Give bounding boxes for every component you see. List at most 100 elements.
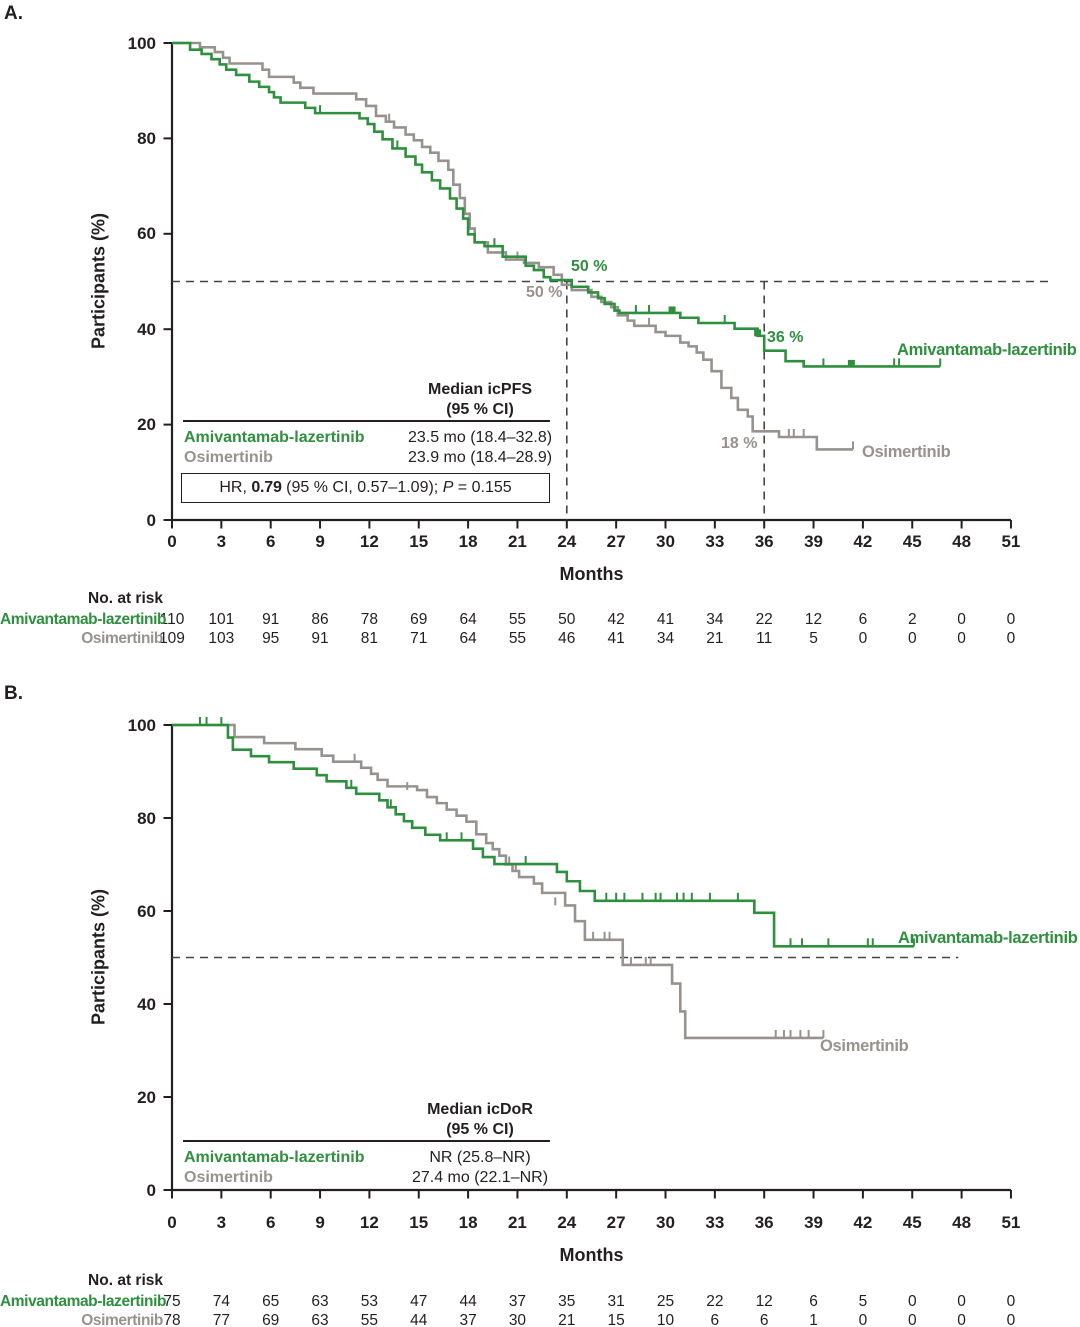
panel-a-x-tick-label: 12 — [359, 532, 379, 551]
panel-b-y-tick-label: 0 — [146, 1180, 156, 1200]
panel-b-risk-count: 78 — [163, 1312, 181, 1327]
panel-b-risk-count: 0 — [1006, 1293, 1016, 1310]
panel-a-green-median-annotation: 50 % — [571, 258, 608, 275]
panel-a-green-censor-square — [847, 359, 855, 367]
panel-a-median-table-rule — [183, 420, 550, 422]
panel-b-x-tick-label: 27 — [606, 1213, 626, 1232]
panel-a-risk-count: 34 — [656, 630, 675, 647]
panel-a-x-tick-label: 48 — [952, 532, 972, 551]
panel-b-x-tick-label: 15 — [409, 1213, 429, 1232]
panel-a-x-tick-label: 42 — [853, 532, 873, 551]
hr-suffix: = 0.155 — [453, 479, 512, 496]
panel-b-y-tick-label: 100 — [127, 715, 156, 735]
panel-a-green-km-curve — [172, 41, 941, 368]
panel-b-median-table-header-2: (95 % CI) — [446, 1121, 514, 1138]
panel-b-risk-count: 53 — [360, 1293, 379, 1310]
panel-b-risk-count: 63 — [311, 1312, 329, 1327]
hr-middle: (95 % CI, 0.57–1.09); — [281, 479, 443, 496]
panel-a-green-landmark-annotation: 36 % — [767, 329, 804, 346]
panel-a-y-tick-label: 80 — [137, 128, 156, 148]
panel-a-x-tick-label: 18 — [458, 532, 478, 551]
panel-a-median-table-header-1: Median icPFS — [427, 381, 533, 398]
panel-a-median-table-row-gray-value: 23.9 mo (18.4–28.9) — [407, 449, 553, 466]
panel-b-risk-count: 6 — [809, 1293, 818, 1310]
panel-b-green-km-curve — [172, 723, 914, 948]
panel-b-gray-curve-label: Osimertinib — [820, 1037, 909, 1055]
panel-b-x-tick-label: 24 — [557, 1213, 577, 1232]
panel-b-x-tick-label: 36 — [754, 1213, 774, 1232]
panel-b-risk-count: 75 — [163, 1293, 181, 1310]
panel-b-risk-count: 0 — [957, 1293, 966, 1310]
panel-a-risk-count: 5 — [809, 630, 818, 647]
panel-a-risk-count: 103 — [208, 630, 235, 647]
panel-b-label: B. — [4, 683, 23, 704]
panel-a-risk-table-title: No. at risk — [88, 590, 163, 607]
panel-b-x-tick-label: 45 — [902, 1213, 922, 1232]
panel-b-risk-count: 31 — [607, 1293, 625, 1310]
panel-a-y-tick-label: 60 — [137, 224, 156, 244]
panel-b-risk-row-gray-label: Osimertinib — [81, 1312, 163, 1327]
panel-b-risk-count: 47 — [410, 1293, 428, 1310]
panel-a-risk-count: 34 — [706, 611, 724, 628]
panel-a-risk-count: 6 — [858, 611, 868, 628]
panel-a-median-table-row-gray-label: Osimertinib — [184, 449, 273, 466]
panel-a-risk-count: 41 — [607, 630, 625, 647]
panel-a-risk-count: 0 — [1006, 611, 1016, 628]
panel-b-risk-count: 0 — [907, 1293, 917, 1310]
panel-a-y-axis-title: Participants (%) — [88, 212, 109, 350]
panel-b-median-table-row-gray-label: Osimertinib — [184, 1169, 273, 1186]
panel-a-risk-count: 69 — [410, 611, 428, 628]
panel-b-median-table-row-green-label: Amivantamab-lazertinib — [184, 1149, 365, 1166]
panel-a-gray-curve-label: Osimertinib — [862, 443, 951, 461]
panel-a-median-table-row-green-value: 23.5 mo (18.4–32.8) — [407, 429, 553, 446]
panel-b-x-tick-label: 21 — [507, 1213, 527, 1232]
panel-b-x-tick-label: 0 — [167, 1213, 177, 1232]
panel-b-x-tick-label: 6 — [265, 1213, 276, 1232]
panel-b-x-tick-label: 3 — [216, 1213, 227, 1232]
panel-b-risk-count: 37 — [508, 1293, 527, 1310]
panel-a-x-tick-label: 36 — [754, 532, 774, 551]
panel-a-green-curve-label: Amivantamab-lazertinib — [897, 341, 1077, 359]
panel-b-risk-count: 6 — [710, 1312, 720, 1327]
panel-a-risk-count: 55 — [508, 630, 527, 647]
panel-a-risk-count: 0 — [957, 611, 966, 628]
panel-a-risk-count: 91 — [262, 611, 280, 628]
panel-a-x-tick-label: 3 — [216, 532, 227, 551]
panel-b-y-tick-label: 60 — [137, 901, 156, 921]
panel-a-x-tick-label: 45 — [902, 532, 922, 551]
panel-a-risk-count: 41 — [656, 611, 675, 628]
panel-a-label: A. — [4, 3, 23, 24]
panel-a-x-tick-label: 30 — [656, 532, 675, 551]
panel-b-risk-count: 77 — [212, 1312, 230, 1327]
panel-b-green-curve-label: Amivantamab-lazertinib — [898, 929, 1078, 947]
panel-b-x-tick-label: 39 — [804, 1213, 824, 1232]
panel-b-y-tick-label: 20 — [137, 1087, 156, 1107]
panel-a-risk-count: 46 — [558, 630, 576, 647]
panel-a-risk-row-green-label: Amivantamab-lazertinib — [0, 611, 167, 628]
panel-b-risk-count: 44 — [410, 1312, 428, 1327]
panel-a-risk-count: 11 — [756, 630, 773, 647]
panel-a-x-tick-label: 27 — [606, 532, 626, 551]
panel-a-x-tick-label: 15 — [409, 532, 429, 551]
panel-a-risk-count: 0 — [907, 630, 917, 647]
panel-a-hazard-ratio-box: HR, 0.79 (95 % CI, 0.57–1.09); P = 0.155 — [181, 473, 550, 503]
panel-a-risk-count: 86 — [311, 611, 329, 628]
panel-b-risk-count: 65 — [262, 1293, 280, 1310]
panel-b-x-tick-label: 51 — [1001, 1213, 1021, 1232]
panel-b-risk-count: 12 — [755, 1293, 773, 1310]
panel-b-x-axis-title: Months — [559, 1245, 624, 1265]
panel-b-risk-count: 0 — [1006, 1312, 1016, 1327]
panel-b-risk-count: 5 — [858, 1293, 868, 1310]
panel-a-risk-count: 64 — [459, 611, 477, 628]
panel-b-risk-count: 0 — [907, 1312, 917, 1327]
panel-b-x-tick-label: 12 — [359, 1213, 379, 1232]
panel-a-x-axis-title: Months — [559, 564, 624, 584]
panel-a-y-tick-label: 100 — [127, 33, 156, 53]
panel-b-x-tick-label: 30 — [656, 1213, 675, 1232]
panel-b-risk-count: 6 — [759, 1312, 769, 1327]
panel-b-risk-count: 69 — [262, 1312, 280, 1327]
panel-a-x-tick-label: 0 — [167, 532, 177, 551]
panel-a-y-tick-label: 20 — [137, 415, 156, 435]
